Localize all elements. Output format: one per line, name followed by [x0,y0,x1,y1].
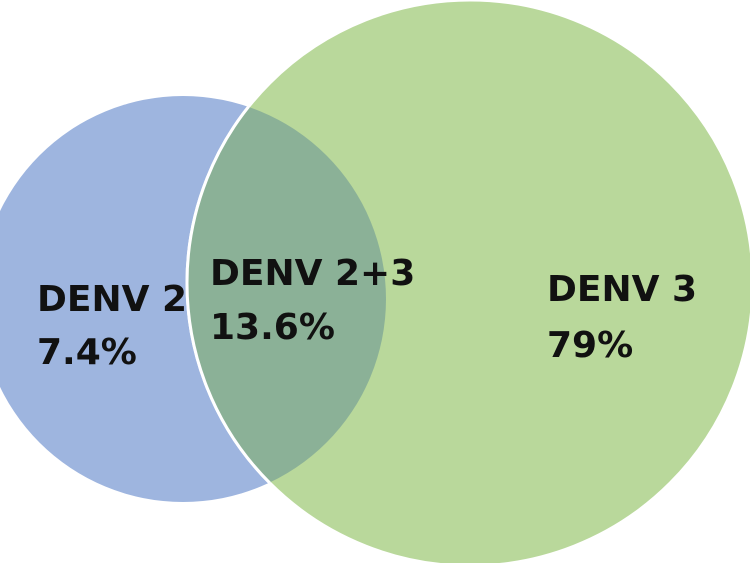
denv3-name-label: DENV 3 [547,269,697,310]
denv2-value-label: 7.4% [37,332,137,373]
overlap-name-label: DENV 2+3 [210,253,415,294]
denv3-value-label: 79% [547,325,633,366]
denv2-name-label: DENV 2 [37,279,187,320]
overlap-value-label: 13.6% [210,307,335,348]
